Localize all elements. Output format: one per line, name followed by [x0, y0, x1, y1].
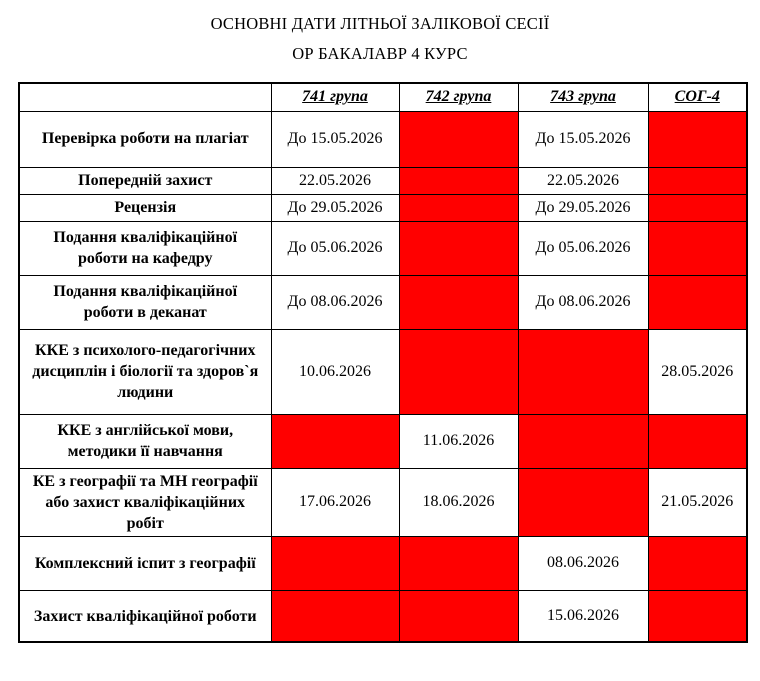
table-row: Комплексний іспит з географії 08.06.2026 [18, 535, 748, 591]
date-cell: До 29.05.2026 [270, 193, 400, 222]
blocked-cell [647, 193, 748, 222]
date-cell: 22.05.2026 [270, 166, 400, 195]
date-cell: 22.05.2026 [517, 166, 649, 195]
date-cell: 28.05.2026 [647, 328, 748, 415]
header-row: 741 група 742 група 743 група СОГ-4 [18, 82, 748, 112]
date-cell: До 08.06.2026 [517, 274, 649, 330]
table-row: Захист кваліфікаційної роботи 15.06.2026 [18, 589, 748, 643]
date-cell: До 29.05.2026 [517, 193, 649, 222]
date-cell: 08.06.2026 [517, 535, 649, 591]
blocked-cell [398, 274, 519, 330]
date-cell: До 15.05.2026 [270, 110, 400, 168]
table-row: Подання кваліфікаційної роботи на кафедр… [18, 220, 748, 276]
blocked-cell [398, 193, 519, 222]
blocked-cell [270, 535, 400, 591]
row-label: Захист кваліфікаційної роботи [18, 589, 272, 643]
blocked-cell [398, 589, 519, 643]
blocked-cell [647, 220, 748, 276]
row-label: Подання кваліфікаційної роботи в деканат [18, 274, 272, 330]
title-line-1: ОСНОВНІ ДАТИ ЛІТНЬОЇ ЗАЛІКОВОЇ СЕСІЇ [210, 14, 550, 33]
date-cell: 17.06.2026 [270, 467, 400, 537]
blocked-cell [398, 220, 519, 276]
table-row: ККЕ з англійської мови, методики її навч… [18, 413, 748, 469]
row-label: Попередній захист [18, 166, 272, 195]
blocked-cell [647, 413, 748, 469]
blocked-cell [517, 467, 649, 537]
blocked-cell [398, 535, 519, 591]
date-cell: До 08.06.2026 [270, 274, 400, 330]
blocked-cell [647, 589, 748, 643]
document-title: ОСНОВНІ ДАТИ ЛІТНЬОЇ ЗАЛІКОВОЇ СЕСІЇ ОР … [0, 0, 760, 69]
row-label: ККЕ з психолого-педагогічних дисциплін і… [18, 328, 272, 415]
row-label: ККЕ з англійської мови, методики її навч… [18, 413, 272, 469]
date-cell: 11.06.2026 [398, 413, 519, 469]
header-cell-empty [18, 82, 272, 112]
table-row: КЕ з географії та МН географії або захис… [18, 467, 748, 537]
row-label: Рецензія [18, 193, 272, 222]
row-label: КЕ з географії та МН географії або захис… [18, 467, 272, 537]
row-label: Подання кваліфікаційної роботи на кафедр… [18, 220, 272, 276]
header-label: 742 група [425, 88, 492, 106]
date-cell: До 15.05.2026 [517, 110, 649, 168]
header-label: 741 група [302, 88, 368, 106]
row-label: Перевірка роботи на плагіат [18, 110, 272, 168]
header-cell-sog-4: СОГ-4 [647, 82, 748, 112]
table-row: ККЕ з психолого-педагогічних дисциплін і… [18, 328, 748, 415]
date-cell: 15.06.2026 [517, 589, 649, 643]
date-cell: 10.06.2026 [270, 328, 400, 415]
date-cell: 21.05.2026 [647, 467, 748, 537]
blocked-cell [270, 589, 400, 643]
blocked-cell [647, 274, 748, 330]
blocked-cell [398, 110, 519, 168]
row-label: Комплексний іспит з географії [18, 535, 272, 591]
blocked-cell [647, 166, 748, 195]
date-cell: До 05.06.2026 [270, 220, 400, 276]
date-cell: 18.06.2026 [398, 467, 519, 537]
date-cell: До 05.06.2026 [517, 220, 649, 276]
blocked-cell [398, 166, 519, 195]
table-body: Перевірка роботи на плагіат До 15.05.2026… [18, 110, 748, 643]
blocked-cell [517, 328, 649, 415]
header-label: 743 група [550, 88, 616, 106]
header-cell-group-741: 741 група [270, 82, 400, 112]
title-line-2: ОР БАКАЛАВР 4 КУРС [292, 44, 468, 63]
session-schedule-table: 741 група 742 група 743 група СОГ-4 Пере… [18, 82, 748, 644]
blocked-cell [517, 413, 649, 469]
blocked-cell [647, 535, 748, 591]
table-row: Подання кваліфікаційної роботи в деканат… [18, 274, 748, 330]
header-cell-group-743: 743 група [517, 82, 649, 112]
header-label: СОГ-4 [674, 88, 720, 106]
table-row: Перевірка роботи на плагіат До 15.05.2026… [18, 110, 748, 168]
blocked-cell [647, 110, 748, 168]
table-row: Рецензія До 29.05.2026 До 29.05.2026 [18, 193, 748, 222]
blocked-cell [270, 413, 400, 469]
header-cell-group-742: 742 група [398, 82, 519, 112]
blocked-cell [398, 328, 519, 415]
table-row: Попередній захист 22.05.2026 22.05.2026 [18, 166, 748, 195]
